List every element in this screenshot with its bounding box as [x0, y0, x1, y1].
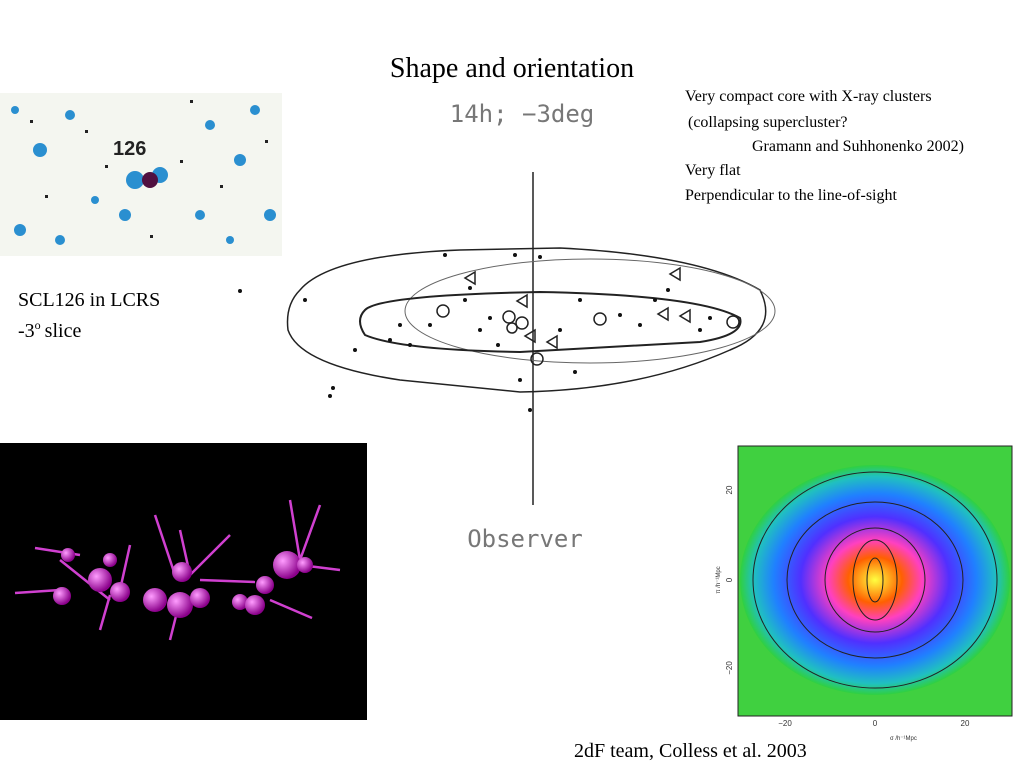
caption-line: -3o slice — [18, 318, 81, 342]
caption-superscript: o — [35, 318, 41, 332]
y-tick-label: 20 — [725, 485, 734, 494]
x-axis-label: σ /h⁻¹Mpc — [890, 736, 917, 742]
lcrs-image: 126 — [0, 93, 282, 256]
note: Gramann and Suhhonenko 2002) — [752, 138, 964, 155]
note: Very flat — [685, 162, 741, 179]
correlation-plot: −20 0 20 σ /h⁻¹Mpc 20 0 −20 π /h⁻¹Mpc — [716, 445, 1013, 742]
observer-label: Observer — [467, 525, 583, 553]
note: Very compact core with X-ray clusters — [685, 88, 932, 105]
caption-line: SCL126 in LCRS — [18, 289, 160, 311]
x-tick-label: 20 — [961, 719, 970, 728]
y-tick-label: 0 — [725, 577, 734, 582]
note: Perpendicular to the line-of-sight — [685, 187, 897, 204]
y-axis-label: π /h⁻¹Mpc — [716, 566, 722, 593]
slide-title: Shape and orientation — [390, 53, 634, 84]
y-tick-label: −20 — [725, 661, 734, 675]
x-tick-label: 0 — [873, 719, 878, 728]
image-label: 126 — [113, 138, 146, 160]
credit: 2dF team, Colless et al. 2003 — [574, 740, 807, 762]
caption-text: slice — [45, 320, 82, 342]
caption: SCL126 in LCRS -3o slice — [18, 289, 160, 342]
x-tick-label: −20 — [778, 719, 792, 728]
notes: Very compact core with X-ray clusters (c… — [685, 88, 964, 204]
render-image — [0, 443, 367, 720]
caption-text: -3 — [18, 320, 35, 342]
note: (collapsing supercluster? — [688, 114, 848, 131]
ellipse-diagram: 14h; −3deg Observer — [238, 100, 776, 553]
diagram-heading: 14h; −3deg — [450, 100, 595, 128]
